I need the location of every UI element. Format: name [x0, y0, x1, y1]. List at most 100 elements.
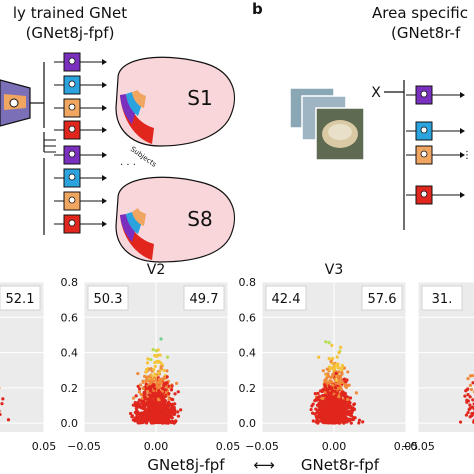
x-tick-label: 0.00	[144, 440, 169, 453]
scatter-point	[352, 402, 357, 406]
scatter-point	[128, 411, 133, 416]
scatter-point	[316, 391, 320, 395]
scatter-point	[327, 341, 331, 345]
scatter-point	[330, 383, 335, 387]
y-tick-label: 0.0	[239, 417, 257, 430]
panel-a-title-line2: (GNet8j-fpf)	[26, 24, 115, 42]
scatter-point	[335, 391, 339, 395]
right-value-label: 52.1	[6, 292, 35, 307]
scatter-point	[176, 414, 181, 418]
scatter-point	[173, 420, 177, 424]
scatter-point	[165, 369, 169, 373]
panel-b-title-line1: Area specific	[372, 4, 468, 22]
scatter-point	[153, 397, 158, 401]
scatter-point	[319, 389, 323, 393]
scatter-point	[339, 387, 343, 391]
scatter-point	[133, 410, 137, 415]
scatter-point	[327, 401, 331, 405]
x-tick-label: 0.05	[32, 440, 57, 453]
scatter-point	[320, 393, 325, 398]
scatter-point	[339, 345, 343, 349]
scatter-point	[357, 418, 362, 422]
scatter-point	[466, 410, 470, 415]
scatter-point	[151, 348, 155, 352]
scatter-point	[149, 397, 153, 401]
scatter-point	[167, 397, 171, 401]
scatter-point	[324, 340, 328, 344]
scatter-point	[338, 366, 342, 370]
scatter-point	[361, 420, 365, 424]
bottom-left-label: GNet8j-fpf	[147, 456, 225, 474]
scatter-point	[155, 408, 159, 412]
scatter-point	[138, 383, 143, 387]
scatter-point	[148, 385, 152, 389]
scatter-point	[342, 399, 346, 403]
scatter-point	[158, 353, 162, 357]
scatter-point	[165, 403, 169, 407]
x-tick-label: −0.05	[245, 440, 279, 453]
scatter-point	[169, 412, 173, 416]
scatter-panel: 50.3 49.7 V2 0.0 0.2 0.4 0.6 0.8 −0.05 0.00 0.05	[61, 262, 241, 453]
scatter-point	[311, 402, 315, 406]
x-tick-label: 0.05	[216, 440, 241, 453]
scatter-point	[335, 355, 339, 359]
scatter-point	[160, 377, 164, 381]
scatter-point	[159, 337, 163, 341]
y-tick-label: 0.4	[239, 347, 257, 360]
scatter-point	[140, 400, 144, 405]
scatter-point	[151, 409, 155, 413]
scatter-point	[468, 403, 472, 407]
scatter-point	[6, 418, 11, 422]
y-tick-label: 0.6	[239, 311, 257, 324]
scatter-point	[338, 406, 342, 410]
scatter-point	[172, 412, 176, 416]
scatter-point	[353, 416, 357, 420]
scatter-point	[139, 417, 143, 422]
scatter-point	[165, 355, 170, 359]
scatter-point	[470, 413, 474, 417]
scatter-point	[173, 392, 177, 396]
scatter-point	[335, 419, 339, 423]
scatter-point	[149, 358, 153, 362]
scatter-point	[470, 373, 474, 378]
scatter-point	[156, 381, 160, 385]
x-tick-label: 0.00	[322, 440, 347, 453]
scatter-point	[329, 413, 333, 417]
scatter-point	[465, 398, 469, 402]
scatter-point	[321, 397, 325, 401]
scatter-point	[325, 367, 329, 371]
scatter-point	[176, 390, 180, 394]
scatter-point	[466, 387, 470, 391]
scatter-point	[336, 386, 340, 391]
scatter-point	[340, 391, 344, 395]
scatter-point	[315, 418, 320, 423]
scatter-point	[156, 353, 160, 357]
scatter-point	[137, 402, 141, 407]
scatter-point	[149, 389, 153, 393]
scatter-point	[148, 402, 153, 406]
scatter-point	[340, 370, 344, 375]
scatter-point	[159, 420, 163, 424]
scatter-point	[342, 417, 346, 421]
scatter-point	[164, 388, 168, 392]
scatter-point	[144, 367, 149, 372]
x-tick-label: −0.05	[401, 440, 435, 453]
scatter-point	[160, 416, 164, 420]
scatter-point	[156, 348, 160, 352]
left-value-box	[265, 285, 307, 311]
scatter-point	[347, 411, 352, 415]
scatter-panel: 42.4 57.6 V3 0.0 0.2 0.4 0.6 0.8 −0.05 0.00 0.05	[239, 262, 419, 453]
scatter-point	[331, 420, 335, 424]
scatter-point	[343, 402, 348, 406]
scatter-point	[154, 374, 158, 378]
scatter-point	[157, 401, 161, 405]
scatter-point	[153, 386, 157, 391]
scatter-point	[155, 359, 159, 363]
scatter-point	[333, 389, 337, 393]
scatter-point	[330, 391, 334, 395]
scatter-point	[346, 370, 350, 374]
panel-title: V2	[147, 262, 165, 278]
scatter-point	[167, 384, 171, 388]
scatter-point	[146, 357, 150, 361]
